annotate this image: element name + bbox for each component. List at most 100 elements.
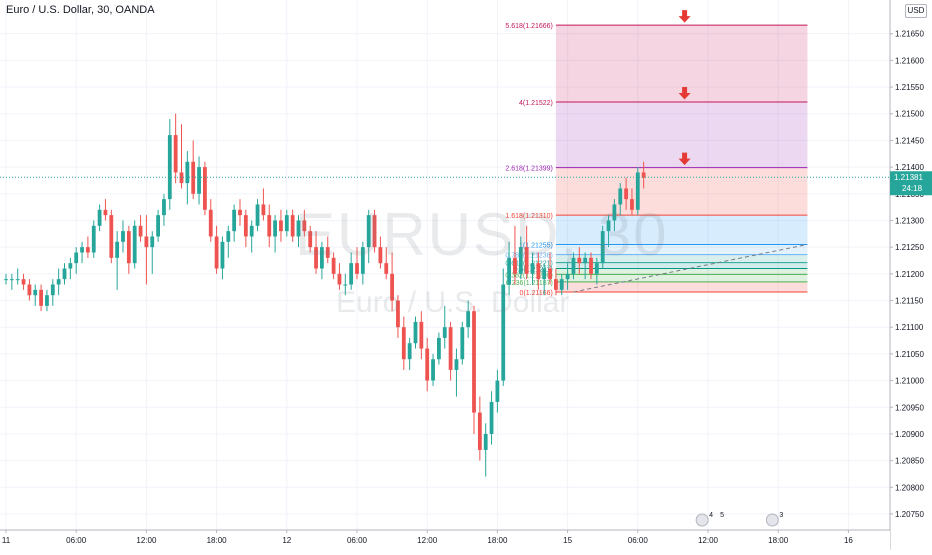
candle-body: [337, 273, 342, 285]
time-axis-label: 18:00: [768, 536, 789, 545]
price-axis-label: 1.21600: [895, 56, 924, 65]
candle-body: [126, 231, 131, 264]
candle-body: [554, 279, 558, 290]
fib-level-label: 0.786(1.21236): [505, 253, 552, 260]
price-axis-label: 1.20950: [895, 403, 924, 412]
candle-body: [343, 284, 348, 286]
price-axis-label: 1.21450: [895, 136, 924, 145]
fib-zone: [555, 268, 808, 275]
price-axis-label: 1.21100: [895, 323, 924, 332]
fib-level-label: 0.382(1.21200): [505, 272, 552, 279]
fib-level-label: 0(1.21166): [520, 290, 553, 297]
candle-body: [214, 236, 219, 269]
candle-body: [401, 327, 406, 360]
candle-body: [267, 215, 272, 237]
candle-body: [191, 161, 196, 194]
candle-body: [501, 284, 506, 381]
candle-body: [372, 215, 377, 248]
price-axis-label: 1.21500: [895, 110, 924, 119]
price-axis-label: 1.20900: [895, 430, 924, 439]
candle-body: [378, 247, 383, 264]
fib-level-label: 0.618(1.21221): [505, 261, 552, 268]
candle-body: [437, 337, 441, 360]
candle-body: [624, 188, 628, 200]
candle-body: [425, 348, 430, 381]
time-axis-label: 18:00: [487, 536, 508, 545]
fib-zone: [555, 254, 808, 263]
price-axis-label: 1.21150: [895, 297, 924, 306]
symbol-title[interactable]: Euro / U.S. Dollar, 30, OANDA: [6, 4, 155, 16]
candle-body: [594, 263, 599, 274]
candle-body: [495, 380, 500, 402]
candle-body: [226, 231, 231, 242]
candle-body: [279, 220, 283, 232]
candle-body: [472, 311, 476, 413]
fib-zone: [555, 244, 808, 255]
current-price-label: 1.21381: [894, 173, 923, 182]
candle-body: [249, 225, 254, 237]
candle-body: [33, 289, 38, 296]
price-axis-label: 1.20750: [895, 510, 924, 519]
candle-body: [612, 204, 617, 221]
candle-body: [618, 188, 623, 205]
candle-body: [542, 268, 547, 280]
price-axis-label: 1.21050: [895, 350, 924, 359]
candle-body: [232, 209, 237, 232]
event-marker-icon: [695, 513, 709, 527]
candle-body: [349, 263, 354, 285]
candle-body: [91, 225, 96, 253]
trend-line: [573, 243, 808, 293]
candle-body: [641, 172, 646, 178]
candle-body: [144, 236, 149, 248]
watermark-description: Euro / U.S. Dollar: [336, 286, 570, 319]
candle-body: [9, 279, 14, 281]
candle-body: [255, 204, 260, 226]
candle-body: [454, 359, 459, 370]
candle-body: [56, 279, 61, 285]
candle-body: [390, 273, 394, 301]
target-arrow-icon: [678, 152, 691, 166]
candle-body: [27, 284, 32, 296]
target-arrow-icon: [678, 86, 691, 100]
candle-body: [296, 220, 301, 237]
price-axis-label: 1.21400: [895, 163, 924, 172]
candle-body: [396, 300, 400, 328]
time-axis-label: 18:00: [207, 536, 228, 545]
candle-body: [577, 257, 582, 264]
time-axis-label: 12: [282, 536, 291, 545]
candle-body: [331, 257, 336, 274]
candle-body: [442, 327, 447, 338]
fib-zone: [555, 167, 808, 216]
price-axis-label: 1.20850: [895, 457, 924, 466]
candle-body: [384, 263, 389, 274]
candle-body: [179, 172, 184, 184]
candle-body: [483, 433, 488, 450]
fib-level-label: 4(1.21522): [519, 100, 553, 107]
price-axis-label: 1.21650: [895, 30, 924, 39]
time-axis-label: 06:00: [347, 536, 368, 545]
candle-body: [460, 327, 465, 360]
candle-body: [536, 263, 541, 280]
candle-body: [583, 257, 588, 264]
candle-body: [273, 220, 277, 237]
fib-zone: [555, 274, 808, 282]
candle-body: [530, 263, 535, 274]
currency-badge[interactable]: USD: [905, 4, 927, 18]
target-arrow-icon: [678, 10, 691, 23]
candle-body: [4, 279, 8, 281]
candle-body: [559, 279, 564, 290]
event-marker-icon: [765, 513, 779, 527]
candle-body: [156, 215, 160, 237]
candle-body: [308, 231, 313, 248]
watermark-symbol: EURUSD, 30: [295, 201, 669, 268]
candle-body: [606, 220, 611, 232]
event-marker-label: 3: [779, 512, 783, 519]
fib-level-label: 1(1.21255): [519, 242, 553, 249]
candle-body: [507, 257, 511, 285]
candle-body: [466, 311, 471, 328]
candle-body: [489, 401, 494, 434]
candle-body: [419, 321, 424, 349]
candle-body: [197, 167, 201, 194]
